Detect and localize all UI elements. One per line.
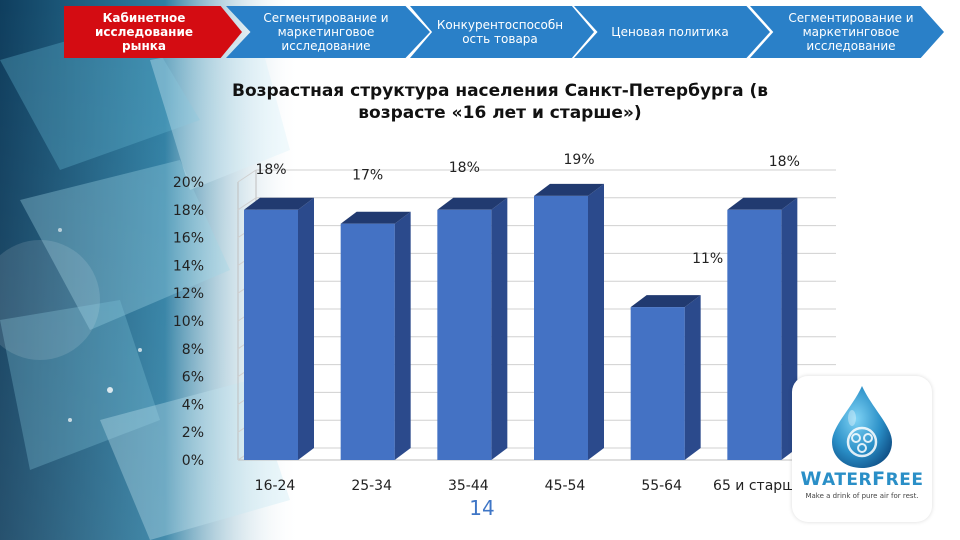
bar-side (684, 295, 701, 460)
bar (727, 209, 782, 460)
data-label: 18% (449, 160, 480, 176)
y-tick-label: 12% (173, 286, 204, 302)
x-tick-label: 16-24 (255, 478, 296, 494)
y-tick-label: 20% (173, 175, 204, 191)
data-label: 17% (352, 168, 383, 184)
gridline-side (237, 197, 257, 211)
nav-item-competitiveness[interactable]: Конкурентоспособн ость товара (410, 6, 594, 58)
x-tick-label: 45-54 (545, 478, 586, 494)
bar (244, 209, 298, 460)
bar-side (298, 197, 314, 461)
y-tick-label: 4% (182, 397, 204, 413)
logo-brand-w: W (800, 468, 822, 490)
bar-top (244, 197, 314, 210)
nav-item-label: Сегментирование и маркетинговое исследов… (263, 11, 389, 53)
page-number: 14 (469, 496, 495, 520)
nav-item-desk-research[interactable]: Кабинетное исследование рынка (64, 6, 242, 58)
data-label: 18% (769, 154, 800, 170)
nav-item-label: Конкурентоспособн ость товара (436, 18, 564, 46)
x-tick-label: 65 и старше (713, 478, 804, 494)
bar-top (340, 211, 411, 224)
water-drop-icon (832, 386, 892, 468)
nav-item-pricing[interactable]: Ценовая политика (574, 6, 770, 58)
nav-item-label: Сегментирование и маркетинговое исследов… (788, 11, 914, 53)
y-tick-label: 14% (173, 258, 204, 274)
bar (534, 195, 588, 460)
nav-item-label: Ценовая политика (611, 25, 729, 39)
logo-brand-name: WATERFREE (792, 468, 932, 490)
data-label: 19% (563, 152, 594, 168)
chart-title: Возрастная структура населения Санкт-Пет… (231, 81, 768, 123)
top-navigation: Кабинетное исследование рынка Сегментиро… (0, 0, 960, 64)
bar-side (394, 211, 411, 460)
y-tick-label: 8% (182, 342, 204, 358)
nav-item-label: Кабинетное исследование рынка (94, 11, 194, 53)
bar-side (588, 183, 604, 460)
logo-brand-f: F (872, 468, 886, 490)
logo-tagline: Make a drink of pure air for rest. (805, 492, 919, 500)
bar (340, 223, 395, 460)
x-tick-label: 25-34 (351, 478, 392, 494)
logo-brand-ater: ATER (822, 470, 873, 490)
y-tick-label: 18% (173, 203, 204, 219)
x-tick-label: 55-64 (641, 478, 682, 494)
gridline-side (237, 169, 257, 183)
bar (437, 209, 492, 460)
y-tick-label: 16% (173, 231, 204, 247)
y-tick-label: 6% (182, 370, 204, 386)
y-tick-label: 10% (173, 314, 204, 330)
y-tick-label: 0% (182, 453, 204, 469)
x-tick-label: 35-44 (448, 478, 489, 494)
bar-side (491, 197, 508, 461)
bar-top (437, 197, 508, 210)
data-label: 18% (255, 162, 286, 178)
bar-top (534, 183, 604, 196)
logo-brand-ree: REE (885, 470, 924, 490)
nav-item-segmentation-2[interactable]: Сегментирование и маркетинговое исследов… (750, 6, 944, 58)
bar (630, 307, 685, 460)
bar-top (727, 197, 798, 210)
data-label: 11% (692, 251, 723, 267)
y-tick-label: 2% (182, 425, 204, 441)
waterfree-logo: WATERFREE Make a drink of pure air for r… (792, 376, 932, 522)
nav-item-segmentation[interactable]: Сегментирование и маркетинговое исследов… (226, 6, 430, 58)
bar-top (630, 295, 701, 308)
